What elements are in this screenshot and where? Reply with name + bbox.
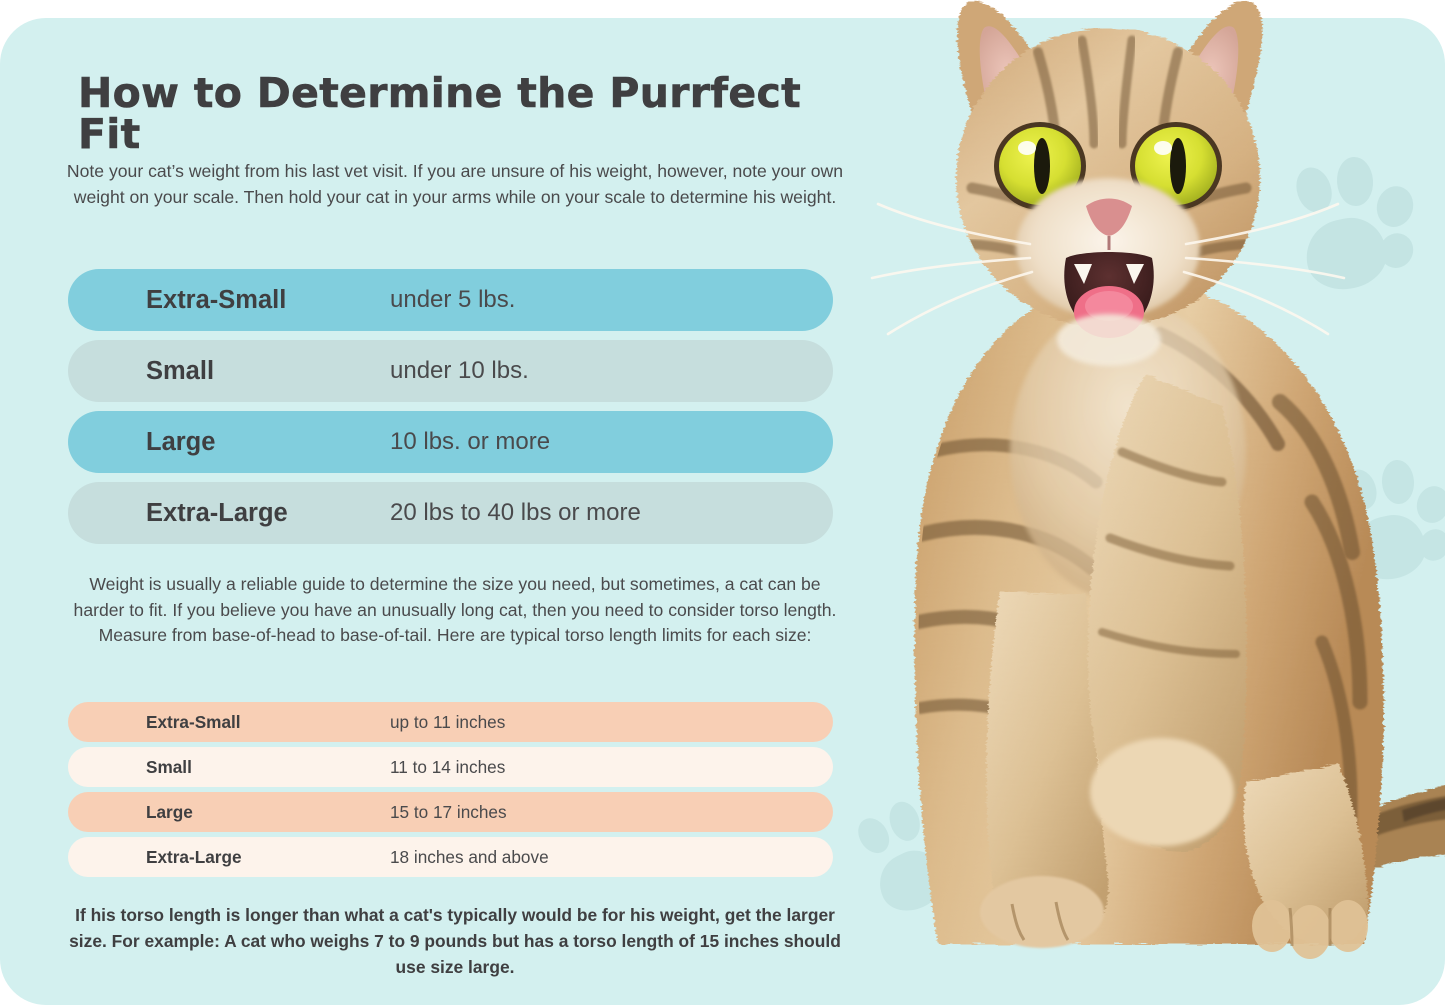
size-value: under 10 lbs.: [390, 357, 529, 384]
size-value: 15 to 17 inches: [390, 801, 507, 822]
size-value: under 5 lbs.: [390, 286, 516, 313]
footer-paragraph: If his torso length is longer than what …: [69, 905, 841, 978]
page-title: How to Determine the Purrfect Fit: [78, 69, 801, 158]
table-row: Large 10 lbs. or more: [68, 411, 833, 473]
table-row: Small 11 to 14 inches: [68, 747, 833, 787]
size-value: 20 lbs to 40 lbs or more: [390, 499, 641, 526]
table-row: Extra-Small up to 11 inches: [68, 702, 833, 742]
table-row: Extra-Large 20 lbs to 40 lbs or more: [68, 482, 833, 544]
cat-head: [870, 0, 1346, 366]
table-row: Large 15 to 17 inches: [68, 792, 833, 832]
table-row: Extra-Small under 5 lbs.: [68, 269, 833, 331]
size-label: Large: [146, 427, 216, 456]
size-value: up to 11 inches: [390, 711, 506, 732]
content-column: How to Determine the Purrfect Fit Note y…: [0, 18, 900, 1005]
table-row: Small under 10 lbs.: [68, 340, 833, 402]
size-label: Large: [146, 801, 193, 822]
size-label: Small: [146, 356, 215, 385]
size-label: Extra-Large: [146, 846, 242, 867]
size-label: Extra-Small: [146, 285, 287, 314]
cat-front-legs: [980, 374, 1369, 959]
size-label: Small: [146, 756, 192, 777]
torso-length-table: Extra-Small up to 11 inches Small 11 to …: [68, 702, 833, 882]
size-label: Extra-Small: [146, 711, 241, 732]
table-row: Extra-Large 18 inches and above: [68, 837, 833, 877]
weight-size-table: Extra-Small under 5 lbs. Small under 10 …: [68, 269, 833, 553]
torso-intro-paragraph: Weight is usually a reliable guide to de…: [73, 574, 837, 645]
cat-photo: [860, 0, 1445, 1005]
size-label: Extra-Large: [146, 498, 288, 527]
intro-paragraph: Note your cat’s weight from his last vet…: [66, 161, 844, 207]
size-value: 11 to 14 inches: [390, 756, 506, 777]
size-value: 18 inches and above: [390, 846, 549, 867]
size-value: 10 lbs. or more: [390, 428, 551, 455]
